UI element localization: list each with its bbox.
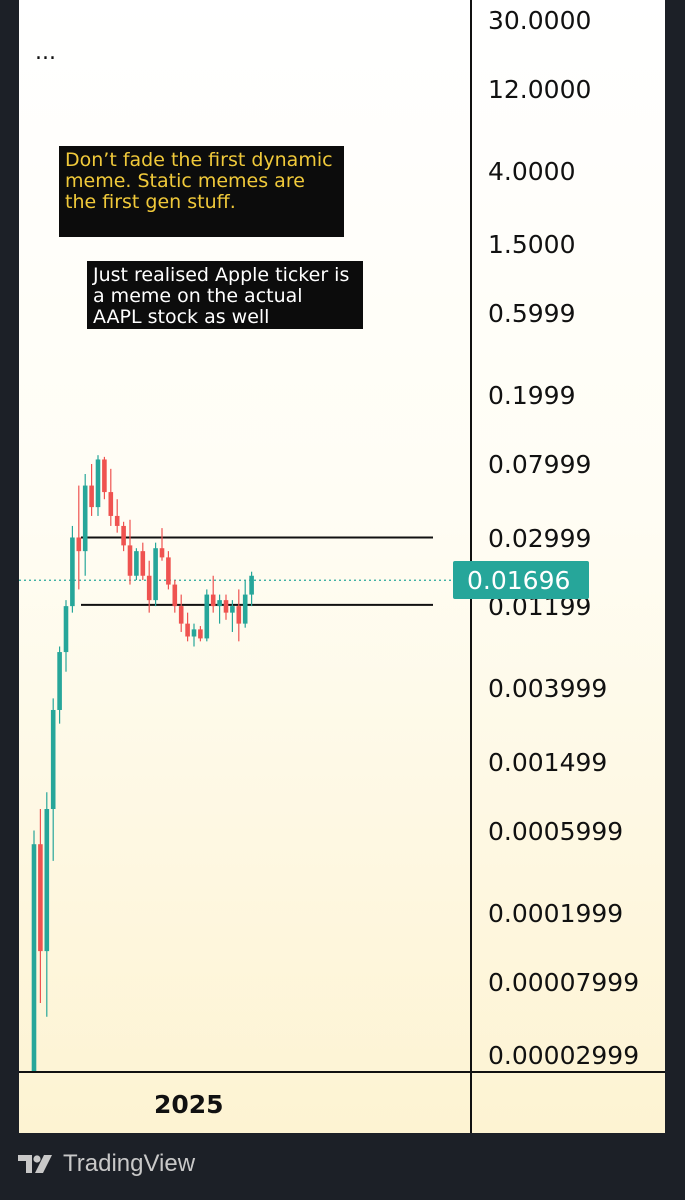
candle-body bbox=[38, 844, 43, 952]
brand: TradingView bbox=[18, 1150, 195, 1178]
candle-body bbox=[63, 606, 69, 653]
price-tick-label: 0.001499 bbox=[488, 747, 608, 777]
annotation-note[interactable]: Just realised Apple ticker is a meme on … bbox=[87, 261, 363, 329]
candle-body bbox=[76, 537, 82, 552]
price-tick-label: 30.0000 bbox=[488, 6, 592, 35]
candle-body bbox=[102, 459, 107, 493]
price-tick-label: 1.5000 bbox=[488, 230, 576, 260]
candle-body bbox=[217, 600, 222, 607]
candle-body bbox=[127, 545, 133, 576]
candle-body bbox=[204, 594, 210, 639]
candle-body bbox=[108, 492, 114, 516]
time-axis-label: 2025 bbox=[154, 1090, 224, 1119]
candle-body bbox=[249, 575, 254, 595]
candle-body bbox=[210, 594, 216, 607]
candle-body bbox=[121, 525, 126, 546]
candle-body bbox=[223, 600, 229, 613]
price-tick-label: 0.07999 bbox=[488, 450, 592, 480]
candle-body bbox=[146, 575, 152, 601]
price-tick-label: 0.00007999 bbox=[488, 967, 640, 997]
candle-body bbox=[198, 629, 203, 639]
candle-body bbox=[50, 709, 56, 810]
candle-body bbox=[89, 485, 94, 508]
candle-body bbox=[185, 623, 190, 637]
candle-body bbox=[44, 809, 50, 952]
candle-body bbox=[191, 629, 197, 637]
price-tick-label: 0.0001999 bbox=[488, 898, 624, 928]
candle-body bbox=[134, 551, 139, 576]
price-tick-label: 0.00002999 bbox=[488, 1041, 640, 1070]
annotation-note[interactable]: Don’t fade the first dynamic meme. Stati… bbox=[59, 146, 344, 237]
candle-body bbox=[140, 551, 146, 576]
candle-body bbox=[31, 844, 37, 1071]
price-tick-label: 0.02999 bbox=[488, 523, 592, 553]
candle-body bbox=[57, 652, 62, 710]
tradingview-logo-icon bbox=[18, 1155, 52, 1173]
candle-body bbox=[230, 606, 235, 613]
candle-body bbox=[242, 594, 248, 624]
candle-body bbox=[70, 537, 75, 607]
price-tick-label: 4.0000 bbox=[488, 156, 576, 186]
candle-body bbox=[178, 606, 184, 624]
candle-body bbox=[95, 459, 101, 508]
price-tick-label: 0.1999 bbox=[488, 381, 576, 411]
candle-body bbox=[153, 548, 158, 601]
price-tick-label: 0.5999 bbox=[488, 299, 576, 329]
candle-body bbox=[166, 557, 171, 585]
candle-body bbox=[82, 485, 88, 552]
price-axis: 30.0000 12.0000 4.0000 1.5000 0.5999 0.1999 0.… bbox=[472, 0, 665, 1071]
price-plot bbox=[19, 455, 470, 1071]
candle-body bbox=[159, 548, 165, 558]
price-tick-label: 12.0000 bbox=[488, 74, 592, 104]
candle-body bbox=[114, 515, 120, 526]
time-axis-divider bbox=[19, 1071, 665, 1073]
candle-body bbox=[236, 606, 242, 624]
more-options-icon[interactable]: ... bbox=[35, 40, 56, 65]
price-tick-label: 0.0005999 bbox=[488, 816, 624, 846]
last-price-label: 0.01696 bbox=[453, 561, 589, 600]
brand-name: TradingView bbox=[63, 1150, 196, 1177]
candle-body bbox=[172, 584, 178, 607]
price-tick-label: 0.003999 bbox=[488, 674, 608, 704]
